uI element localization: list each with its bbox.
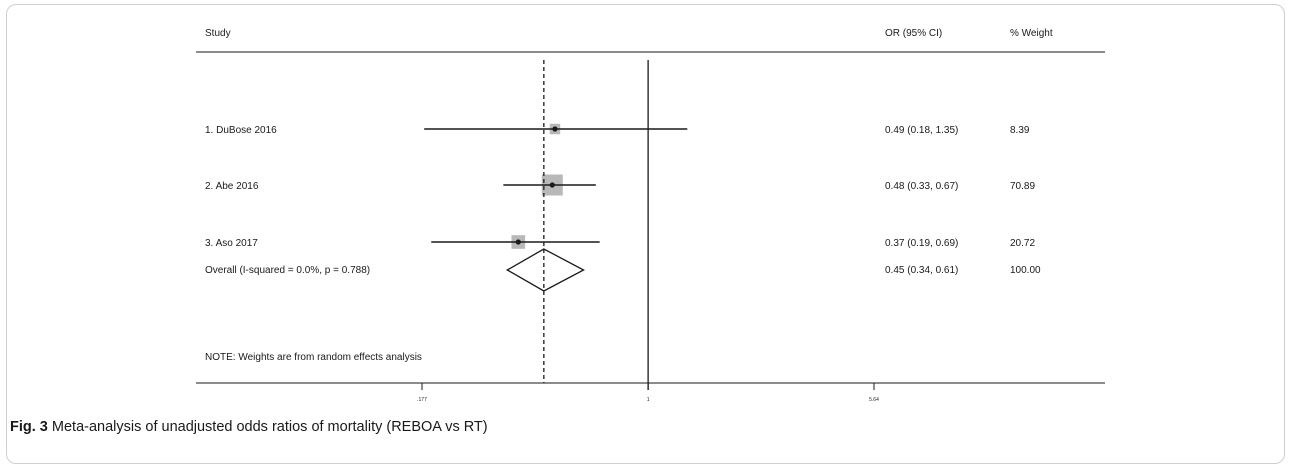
study-point xyxy=(549,182,555,188)
study-ci: 0.48 (0.33, 0.67) xyxy=(885,181,958,192)
caption-prefix: Fig. 3 xyxy=(10,419,48,435)
caption-text: Meta-analysis of unadjusted odds ratios … xyxy=(47,419,488,435)
study-weight: 20.72 xyxy=(1010,238,1035,249)
study-row: 1. DuBose 2016 0.49 (0.18, 1.35) 8.39 xyxy=(205,123,1030,136)
study-point xyxy=(515,239,521,245)
x-tick-label: 1 xyxy=(647,397,650,403)
study-label: 1. DuBose 2016 xyxy=(205,125,277,136)
study-weight: 70.89 xyxy=(1010,181,1035,192)
study-ci: 0.49 (0.18, 1.35) xyxy=(885,125,958,136)
study-point xyxy=(552,126,558,132)
study-row: 3. Aso 2017 0.37 (0.19, 0.69) 20.72 xyxy=(205,235,1035,249)
x-tick-label: 5.64 xyxy=(869,397,879,403)
overall-diamond xyxy=(505,248,585,292)
header-study: Study xyxy=(205,28,231,39)
figure-caption: Fig. 3 Meta-analysis of unadjusted odds … xyxy=(10,419,488,435)
study-row: 2. Abe 2016 0.48 (0.33, 0.67) 70.89 xyxy=(205,174,1035,196)
forest-plot: Study OR (95% CI) % Weight 1. DuBose 201… xyxy=(196,28,1105,403)
overall-ci: 0.45 (0.34, 0.61) xyxy=(885,265,958,276)
note-text: NOTE: Weights are from random effects an… xyxy=(205,352,422,363)
study-weight: 8.39 xyxy=(1010,125,1030,136)
x-tick-label: .177 xyxy=(417,397,427,403)
overall-weight: 100.00 xyxy=(1010,265,1041,276)
header-ci: OR (95% CI) xyxy=(885,28,942,39)
study-label: 2. Abe 2016 xyxy=(205,181,259,192)
study-label: 3. Aso 2017 xyxy=(205,238,258,249)
study-ci: 0.37 (0.19, 0.69) xyxy=(885,238,958,249)
overall-label: Overall (I-squared = 0.0%, p = 0.788) xyxy=(205,265,370,276)
header-weight: % Weight xyxy=(1010,28,1053,39)
